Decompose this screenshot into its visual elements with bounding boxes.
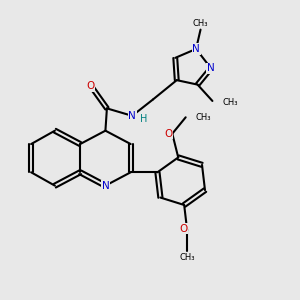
Text: CH₃: CH₃ xyxy=(193,19,208,28)
Text: CH₃: CH₃ xyxy=(195,113,211,122)
Text: N: N xyxy=(101,181,109,191)
Text: O: O xyxy=(86,81,95,91)
Text: H: H xyxy=(140,114,147,124)
Text: N: N xyxy=(207,63,215,73)
Text: CH₃: CH₃ xyxy=(223,98,238,107)
Text: O: O xyxy=(179,224,188,234)
Text: O: O xyxy=(165,129,173,139)
Text: CH₃: CH₃ xyxy=(179,253,195,262)
Text: N: N xyxy=(192,44,200,54)
Text: N: N xyxy=(128,111,136,121)
